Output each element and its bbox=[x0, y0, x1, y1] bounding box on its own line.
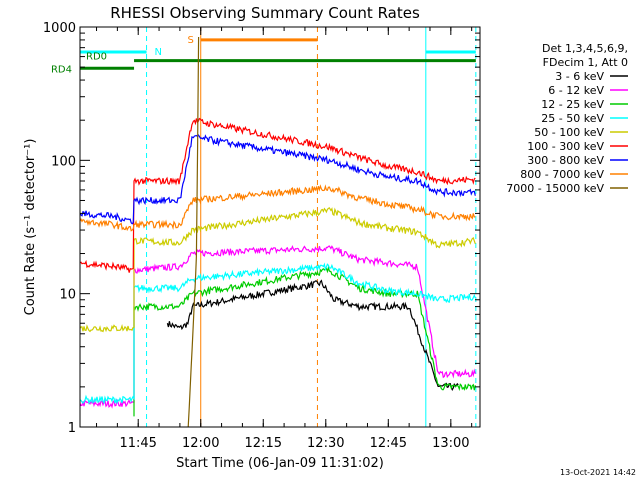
state-label-n: N bbox=[155, 47, 162, 58]
x-ticks: 11:45 12:00 12:15 12:30 12:45 13:00 bbox=[96, 27, 473, 451]
plot-frame bbox=[79, 26, 481, 428]
x-tick-label-6: 13:00 bbox=[432, 436, 469, 451]
series-line-9 bbox=[187, 36, 200, 428]
legend-label-4: 25 - 50 keV bbox=[541, 112, 604, 125]
series-line-2 bbox=[79, 244, 476, 409]
x-tick-label-2: 12:00 bbox=[182, 436, 219, 451]
series-line-1 bbox=[166, 279, 459, 391]
y-ticks: 1 10 100 1000 bbox=[43, 21, 480, 436]
series-line-6 bbox=[79, 117, 476, 273]
x-axis-label: Start Time (06-Jan-09 11:31:02) bbox=[176, 456, 384, 471]
state-label-s: S bbox=[188, 35, 194, 46]
legend-label-9: 7000 - 15000 keV bbox=[506, 182, 604, 195]
series-line-4 bbox=[79, 262, 476, 405]
y-tick-label-1: 1 bbox=[68, 421, 76, 436]
state-label-rd4: RD4 bbox=[51, 64, 72, 75]
legend: Det 1,3,4,5,6,9, FDecim 1, Att 0 3 - 6 k… bbox=[506, 42, 628, 195]
legend-label-1: 3 - 6 keV bbox=[555, 70, 604, 83]
state-label-rd0: RD0 bbox=[86, 52, 107, 63]
legend-label-8: 800 - 7000 keV bbox=[520, 168, 604, 181]
legend-label-7: 300 - 800 keV bbox=[527, 154, 604, 167]
y-tick-label-3: 100 bbox=[51, 154, 76, 169]
legend-label-3: 12 - 25 keV bbox=[541, 98, 604, 111]
legend-header-2: FDecim 1, Att 0 bbox=[543, 56, 628, 69]
chart-title: RHESSI Observing Summary Count Rates bbox=[110, 4, 420, 22]
legend-label-5: 50 - 100 keV bbox=[534, 126, 604, 139]
legend-label-2: 6 - 12 keV bbox=[548, 84, 604, 97]
y-tick-label-4: 1000 bbox=[43, 21, 76, 36]
series-lines bbox=[79, 36, 476, 428]
x-tick-label-3: 12:15 bbox=[245, 436, 282, 451]
series-line-7 bbox=[79, 133, 476, 225]
state-bars: N S RD0 RD4 bbox=[51, 35, 476, 75]
y-tick-label-2: 10 bbox=[59, 288, 76, 303]
x-tick-label-5: 12:45 bbox=[370, 436, 407, 451]
x-tick-label-1: 11:45 bbox=[119, 436, 156, 451]
legend-header-1: Det 1,3,4,5,6,9, bbox=[542, 42, 628, 55]
series-line-8 bbox=[79, 184, 476, 232]
timestamp: 13-Oct-2021 14:42 bbox=[560, 468, 636, 477]
series-line-3 bbox=[133, 265, 476, 417]
vlines bbox=[146, 27, 477, 427]
y-axis-label: Count Rate (s⁻¹ detector⁻¹) bbox=[23, 139, 38, 316]
legend-label-6: 100 - 300 keV bbox=[527, 140, 604, 153]
series-line-5 bbox=[79, 207, 476, 333]
x-tick-label-4: 12:30 bbox=[307, 436, 344, 451]
